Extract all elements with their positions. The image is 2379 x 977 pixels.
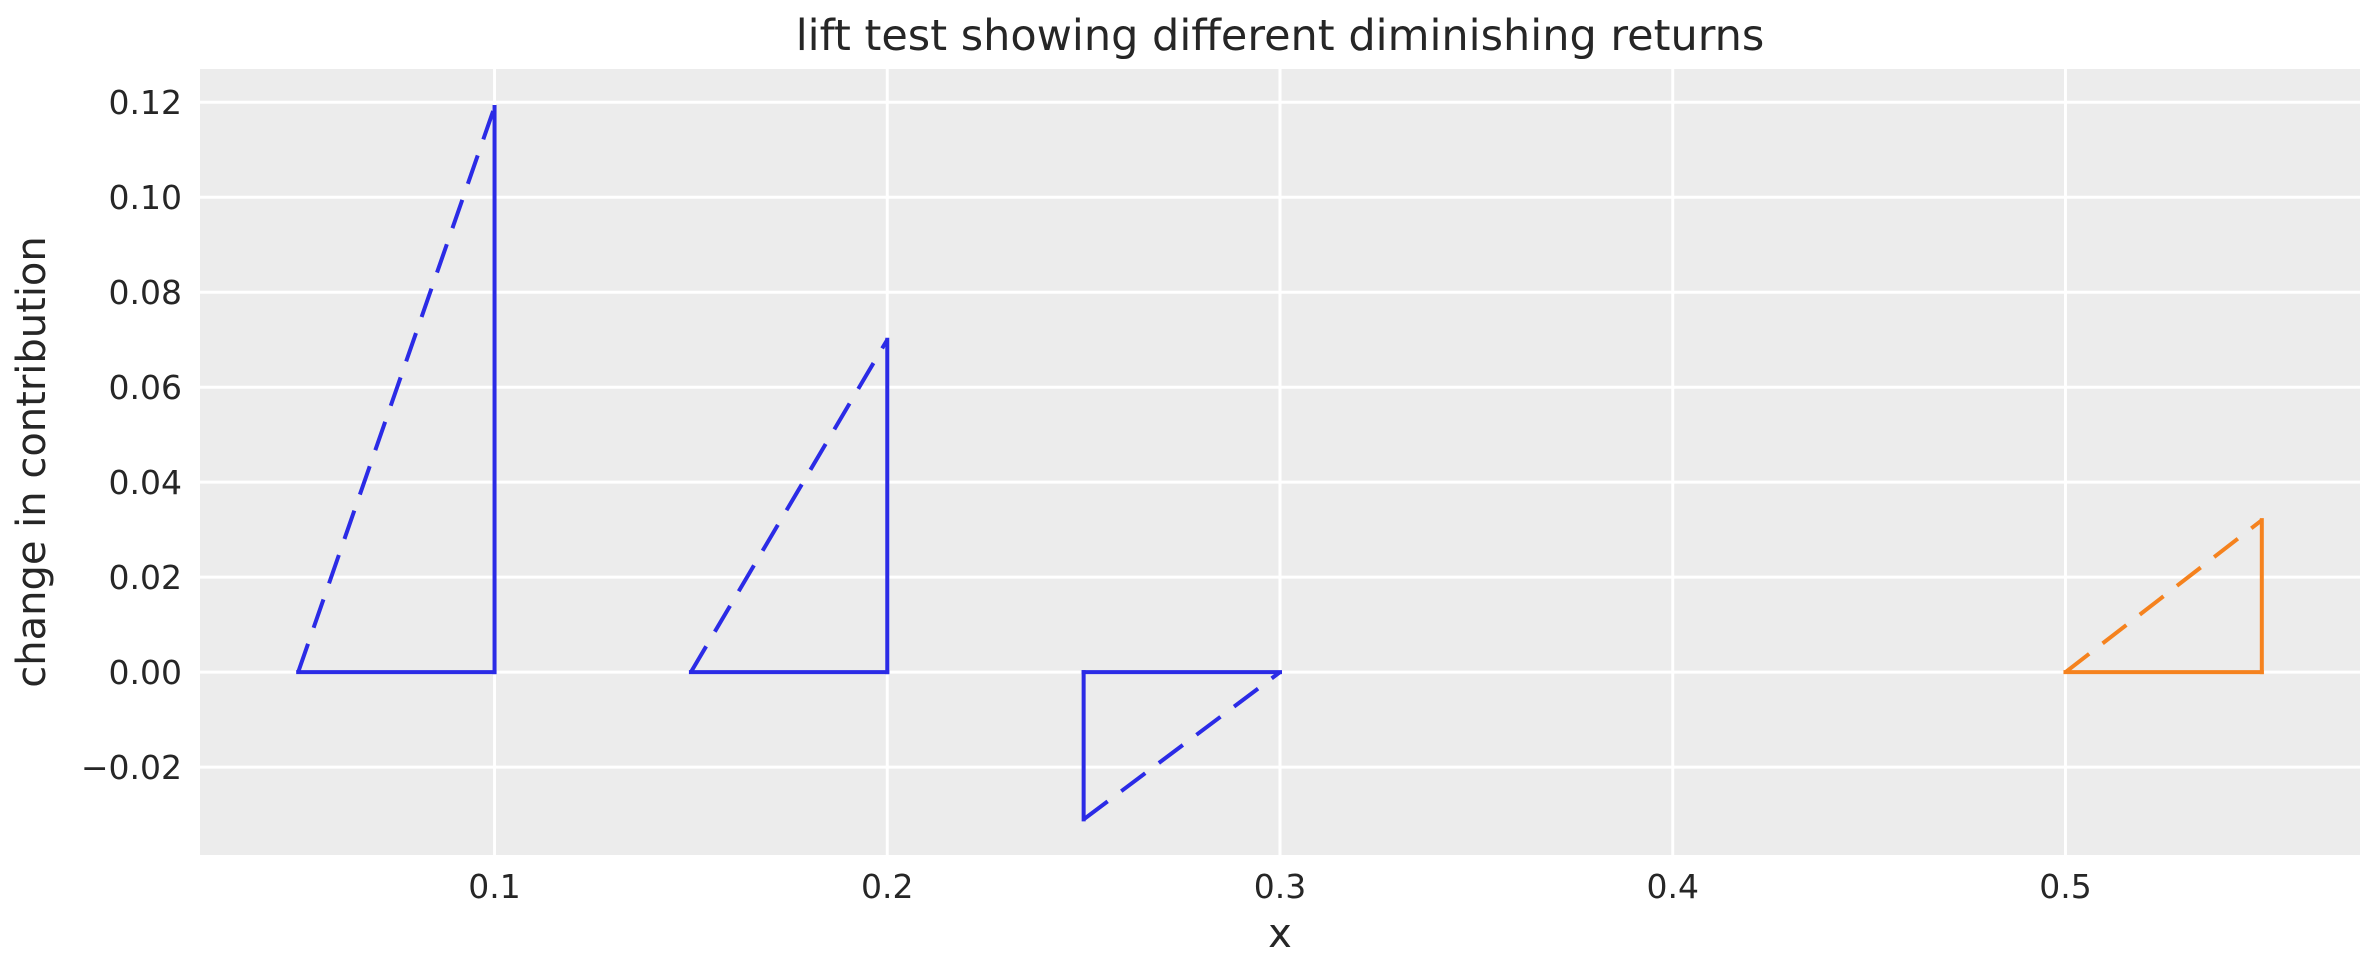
- x-axis-label: x: [1268, 911, 1292, 957]
- y-tick-label: 0.04: [109, 463, 182, 502]
- y-tick-label: 0.08: [109, 273, 182, 312]
- y-tick-label: −0.02: [81, 748, 182, 787]
- y-tick-label: 0.00: [109, 653, 182, 692]
- x-tick-label: 0.2: [861, 867, 913, 906]
- y-tick-label: 0.06: [109, 368, 182, 407]
- x-tick-label: 0.4: [1646, 867, 1698, 906]
- lift-triangle-4: [2063, 518, 2264, 675]
- lift-triangle-3: [1081, 670, 1282, 822]
- lift-triangle-3-dashed-segment: [1082, 670, 1282, 821]
- lift-triangle-2: [688, 337, 890, 675]
- x-tick-label: 0.5: [2039, 867, 2091, 906]
- lift-triangle-1-dashed-segment: [296, 106, 497, 673]
- gridlines: [200, 69, 2360, 855]
- chart-title: lift test showing different diminishing …: [796, 11, 1765, 61]
- x-tick-label: 0.1: [468, 867, 520, 906]
- y-tick-label: 0.12: [109, 83, 182, 122]
- y-axis-label: change in contribution: [9, 236, 55, 688]
- y-tick-label: 0.10: [109, 178, 182, 217]
- lift-triangle-2-dashed-segment: [689, 338, 889, 674]
- y-tick-label: 0.02: [109, 558, 182, 597]
- lift-triangle-4-dashed-segment: [2064, 518, 2264, 674]
- x-tick-label: 0.3: [1254, 867, 1306, 906]
- lift-triangle-1: [296, 104, 497, 675]
